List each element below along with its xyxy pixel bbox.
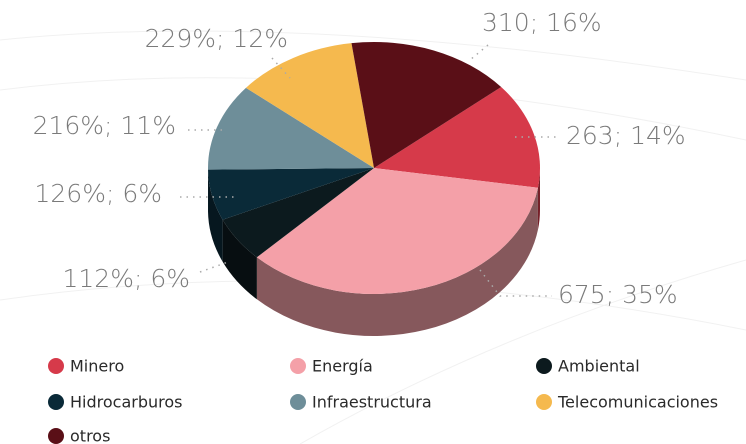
- value-label: 126%; 6%: [34, 179, 162, 208]
- legend: Minero Energía Ambiental Hidrocarburos Infra…: [48, 357, 718, 444]
- slice-side: [256, 187, 538, 336]
- leader-line: [469, 44, 489, 61]
- slice-side: [208, 169, 223, 262]
- legend-swatch: [290, 394, 306, 410]
- legend-label: Energía: [312, 357, 373, 376]
- slice: [374, 87, 540, 188]
- value-label: 310; 16%: [482, 8, 602, 37]
- legend-swatch: [48, 394, 64, 410]
- legend-swatch: [536, 394, 552, 410]
- legend-swatch: [48, 428, 64, 444]
- slice: [222, 168, 374, 258]
- slice: [208, 168, 374, 220]
- value-labels: 263; 14% 675; 35% 112%; 6% 126%; 6% 216%; 11…: [33, 8, 686, 309]
- legend-label: otros: [70, 427, 110, 444]
- slice: [351, 42, 502, 168]
- value-label: 112%; 6%: [62, 264, 190, 293]
- legend-label: Minero: [70, 357, 124, 376]
- slice: [207, 87, 374, 170]
- pie-sides: [208, 168, 540, 336]
- slice: [256, 168, 538, 294]
- slice-side: [537, 168, 540, 230]
- legend-label: Telecomunicaciones: [557, 393, 718, 412]
- legend-swatch: [536, 358, 552, 374]
- slice: [245, 43, 374, 168]
- value-label: 229%; 12%: [145, 24, 288, 53]
- value-label: 675; 35%: [558, 280, 678, 309]
- legend-label: Infraestructura: [312, 393, 432, 412]
- pie-tops: [207, 42, 540, 294]
- leader-line: [271, 57, 291, 79]
- slice-side: [222, 219, 257, 300]
- leader-line: [479, 269, 552, 297]
- legend-label: Ambiental: [558, 357, 640, 376]
- legend-swatch: [48, 358, 64, 374]
- legend-label: Hidrocarburos: [70, 393, 182, 412]
- value-label: 216%; 11%: [33, 111, 176, 140]
- value-label: 263; 14%: [566, 121, 686, 150]
- legend-swatch: [290, 358, 306, 374]
